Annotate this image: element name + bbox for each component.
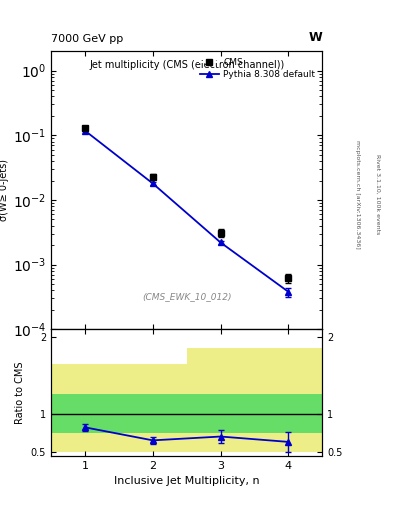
Text: mcplots.cern.ch [arXiv:1306.3436]: mcplots.cern.ch [arXiv:1306.3436] bbox=[355, 140, 360, 249]
Legend: CMS, Pythia 8.308 default: CMS, Pythia 8.308 default bbox=[198, 56, 318, 82]
Text: (CMS_EWK_10_012): (CMS_EWK_10_012) bbox=[142, 292, 231, 302]
Text: Jet multiplicity (CMS (electron channel)): Jet multiplicity (CMS (electron channel)… bbox=[89, 59, 284, 70]
Y-axis label: σ(W≥ n-jets)
σ(W≥ 0-jets): σ(W≥ n-jets) σ(W≥ 0-jets) bbox=[0, 159, 9, 221]
X-axis label: Inclusive Jet Multiplicity, n: Inclusive Jet Multiplicity, n bbox=[114, 476, 259, 486]
Text: 7000 GeV pp: 7000 GeV pp bbox=[51, 33, 123, 44]
Text: Rivet 3.1.10, 100k events: Rivet 3.1.10, 100k events bbox=[375, 155, 380, 234]
Text: W: W bbox=[309, 31, 322, 44]
Y-axis label: Ratio to CMS: Ratio to CMS bbox=[15, 361, 25, 424]
